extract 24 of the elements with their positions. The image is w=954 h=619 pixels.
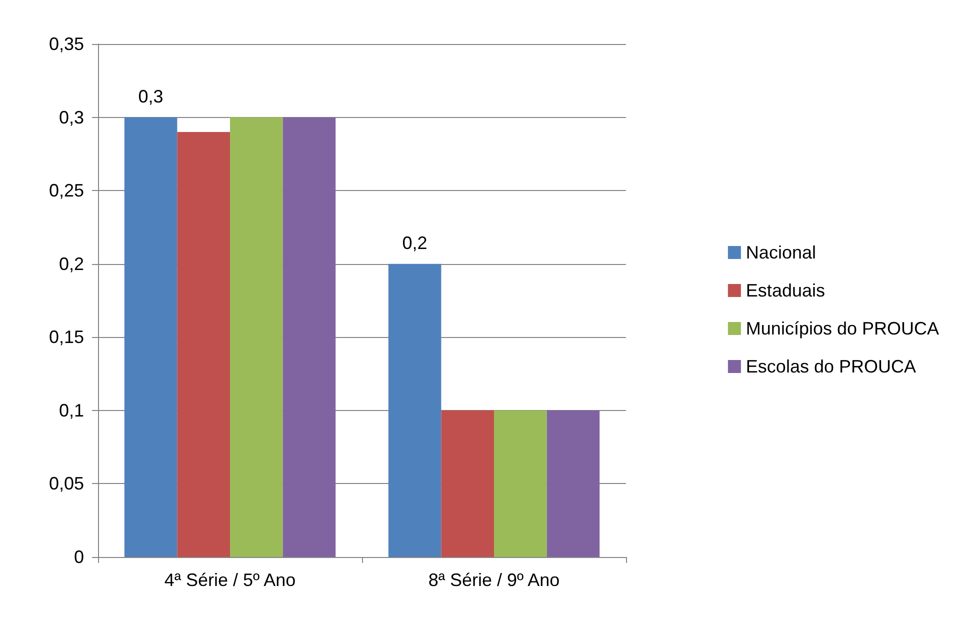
bar <box>230 117 283 557</box>
bar <box>124 117 178 557</box>
y-tick-label: 0,3 <box>58 107 84 128</box>
y-tick-label: 0,15 <box>48 327 84 348</box>
bar <box>546 410 600 557</box>
y-tick-label: 0,35 <box>48 34 84 54</box>
bar <box>282 117 336 557</box>
y-tick-label: 0,1 <box>58 400 84 420</box>
y-tick-label: 0,05 <box>48 474 84 494</box>
legend-label: Estaduais <box>746 280 825 300</box>
legend-label: Nacional <box>746 242 816 262</box>
bar <box>177 132 230 557</box>
x-tick-label: 4ª Série / 5º Ano <box>164 570 296 590</box>
legend-label: Escolas do PROUCA <box>746 356 916 376</box>
legend-label: Municípios do PROUCA <box>746 318 940 338</box>
bar <box>388 264 442 557</box>
y-tick-label: 0,25 <box>48 180 84 201</box>
y-tick-label: 0,2 <box>58 254 84 274</box>
bar <box>494 410 547 557</box>
data-label: 0,2 <box>402 232 428 253</box>
bar <box>441 410 494 557</box>
x-tick-label: 8ª Série / 9º Ano <box>428 570 560 590</box>
data-label: 0,3 <box>138 86 164 106</box>
y-tick-label: 0 <box>74 547 84 567</box>
